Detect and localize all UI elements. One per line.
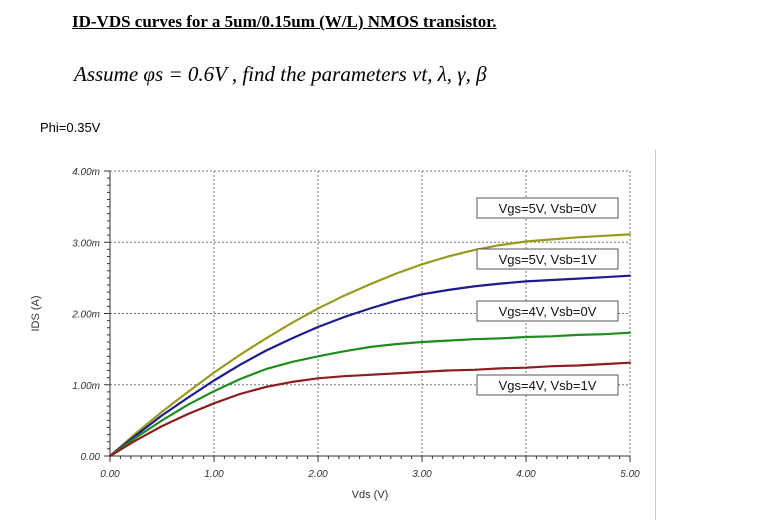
legend-box	[476, 374, 619, 396]
x-tick-label: 0.00	[100, 469, 120, 480]
problem-statement: Assume φs = 0.6V , find the parameters v…	[74, 62, 487, 86]
y-tick-label: 4.00m	[72, 167, 100, 178]
x-tick-label: 5.00	[620, 469, 640, 480]
legend-box	[476, 197, 619, 219]
x-tick-label: 1.00	[204, 469, 224, 480]
x-tick-label: 4.00	[516, 469, 536, 480]
series-line	[108, 233, 632, 458]
phi-note: Phi=0.35V	[40, 120, 101, 135]
y-axis-label: IDS (A)	[30, 295, 42, 331]
y-tick-label: 1.00m	[72, 381, 100, 392]
legend-label: Vgs=5V, Vsb=0V	[499, 201, 597, 216]
series-line	[108, 274, 632, 458]
legend-label: Vgs=5V, Vsb=1V	[499, 252, 597, 267]
ids-vds-chart: 0.00 1.00 2.00 3.00 4.00 5.00 0.00 1.00m 2.00m 3.…	[30, 167, 640, 501]
axes	[104, 170, 631, 462]
legend-label: Vgs=4V, Vsb=1V	[499, 378, 597, 393]
y-tick-label: 3.00m	[72, 238, 100, 249]
x-axis-label: Vds (V)	[352, 489, 389, 501]
y-tick-label: 0.00	[81, 452, 101, 463]
series-line	[108, 361, 632, 458]
legend-box	[476, 300, 619, 322]
legend-label: Vgs=4V, Vsb=0V	[499, 304, 597, 319]
curves	[108, 233, 632, 458]
legend: Vgs=5V, Vsb=0V Vgs=5V, Vsb=1V Vgs=4V, Vsb=…	[476, 197, 619, 396]
chart-frame-edge	[655, 150, 656, 520]
x-tick-label: 2.00	[307, 469, 328, 480]
x-tick-label: 3.00	[412, 469, 432, 480]
y-tick-label: 2.00m	[71, 310, 100, 321]
legend-box	[476, 248, 619, 270]
series-line	[108, 331, 632, 458]
page-title: ID-VDS curves for a 5um/0.15um (W/L) NMO…	[72, 12, 497, 31]
tick-labels: 0.00 1.00 2.00 3.00 4.00 5.00 0.00 1.00m 2.00m 3.…	[30, 167, 640, 501]
